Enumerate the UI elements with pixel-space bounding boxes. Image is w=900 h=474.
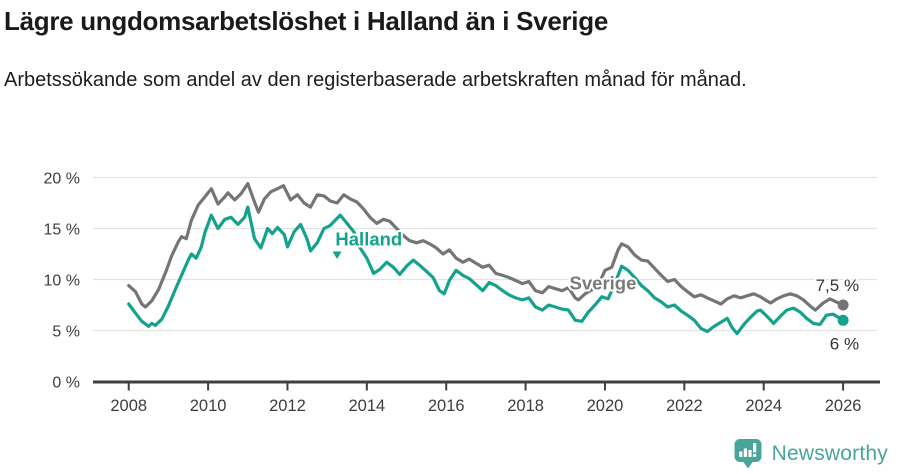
y-tick-label: 0 %	[52, 375, 80, 392]
chart-subtitle: Arbetssökande som andel av den registerb…	[4, 69, 747, 91]
series-label-sverige: Sverige	[570, 273, 637, 294]
end-value-label-halland: 6 %	[830, 334, 859, 353]
bar-chart-speech-bubble-icon	[734, 439, 762, 469]
series-end-dot-halland	[837, 314, 849, 326]
y-tick-label: 15 %	[44, 222, 80, 239]
label-marker-triangle-down	[332, 251, 342, 260]
line-chart: 0 % 5 % 10 % 15 % 20 % 2008 2010 2012 2014 2016 20…	[0, 150, 900, 440]
series-end-dot-sverige	[837, 299, 849, 311]
x-tick-label: 2012	[269, 397, 306, 415]
x-tick-label: 2026	[825, 397, 862, 415]
x-tick-label: 2022	[666, 397, 703, 415]
series-label-halland: Halland	[335, 229, 402, 250]
x-tick-label: 2024	[745, 397, 782, 415]
y-tick-label: 10 %	[44, 273, 80, 290]
newsworthy-logo[interactable]: Newsworthy	[733, 438, 888, 469]
x-tick-label: 2018	[507, 397, 544, 415]
newsworthy-brand-text: Newsworthy	[771, 441, 888, 465]
chart-header: Lägre ungdomsarbetslöshet i Halland än i…	[4, 6, 864, 96]
y-tick-label: 20 %	[44, 171, 80, 188]
x-tick-label: 2014	[348, 397, 385, 415]
x-tick-label: 2010	[190, 397, 227, 415]
series-line-halland	[127, 205, 845, 336]
page-title: Lägre ungdomsarbetslöshet i Halland än i…	[4, 6, 608, 36]
x-tick-label: 2008	[110, 397, 147, 415]
series-line-sverige	[127, 181, 845, 312]
y-tick-label: 5 %	[52, 324, 80, 341]
x-tick-label: 2020	[587, 397, 624, 415]
x-tick-label: 2016	[428, 397, 465, 415]
line-chart-canvas: 0 % 5 % 10 % 15 % 20 % 2008 2010 2012 2014 2016 20…	[44, 171, 880, 415]
end-value-label-sverige: 7,5 %	[816, 276, 859, 295]
